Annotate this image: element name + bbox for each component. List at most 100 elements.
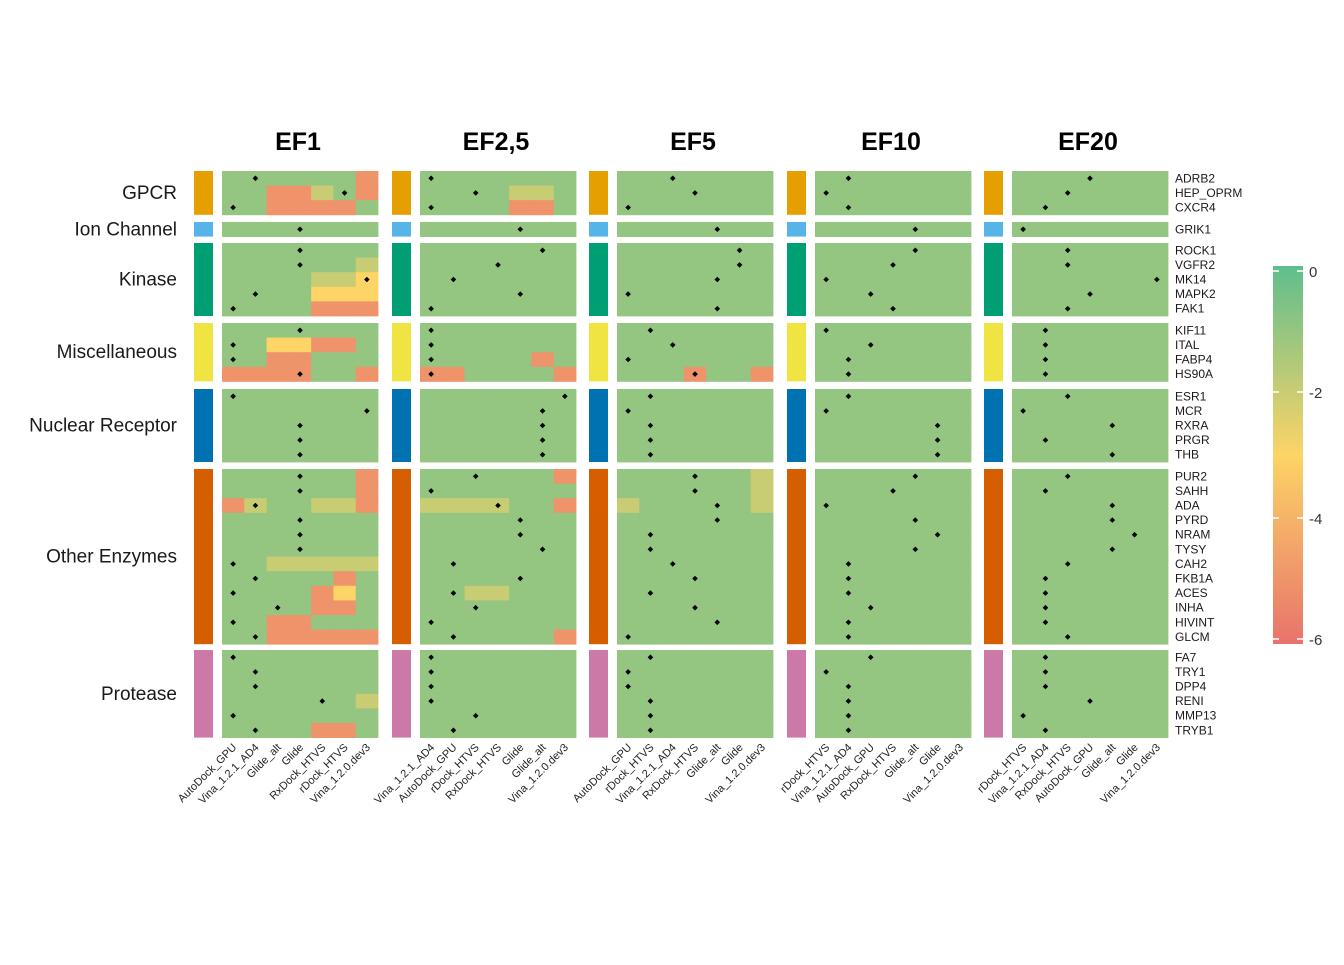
heat-cell <box>617 272 640 288</box>
heat-cell <box>464 650 488 665</box>
heat-cell <box>859 629 883 645</box>
heat-cell <box>750 185 774 201</box>
heat-cell <box>1101 301 1124 317</box>
heat-cell <box>881 447 905 463</box>
heat-cell <box>333 571 357 587</box>
heat-cell <box>288 585 312 601</box>
heat-cell <box>288 600 312 616</box>
best-method-marker <box>625 291 631 297</box>
heat-cell <box>904 615 927 630</box>
heat-cell <box>311 664 334 680</box>
heat-cell <box>837 257 860 273</box>
heat-cell <box>617 498 640 514</box>
best-method-marker <box>934 422 941 429</box>
heat-cell <box>926 366 950 382</box>
heat-cell <box>311 571 334 587</box>
best-method-marker <box>1064 247 1071 254</box>
heat-cell <box>1123 600 1147 616</box>
heat-cell <box>222 257 245 273</box>
heat-cell <box>464 301 488 317</box>
heat-cell <box>509 600 532 616</box>
best-method-marker <box>428 175 434 182</box>
best-method-marker <box>714 276 721 283</box>
heat-cell <box>617 257 640 273</box>
heat-cell <box>531 352 555 368</box>
heat-cell <box>661 432 685 448</box>
heat-cell <box>531 301 555 317</box>
heat-cell <box>1012 432 1035 448</box>
best-method-marker <box>428 669 434 675</box>
best-method-marker <box>647 451 654 458</box>
heat-cell <box>948 171 972 186</box>
heat-cell <box>948 600 972 616</box>
category-color-bar <box>787 323 806 382</box>
best-method-marker <box>1109 451 1116 458</box>
best-method-marker <box>714 305 721 312</box>
heat-cell <box>1145 447 1169 463</box>
heat-cell <box>420 389 443 404</box>
heat-cell <box>750 723 774 738</box>
heat-cell <box>486 323 510 338</box>
heat-cell <box>881 542 905 557</box>
heat-cell <box>1056 352 1080 368</box>
heat-cell <box>1123 257 1147 273</box>
heat-cell <box>464 337 488 353</box>
heat-cell <box>617 432 640 448</box>
heat-cell <box>926 600 950 616</box>
heat-cell <box>553 403 577 419</box>
heat-cell <box>1123 650 1147 665</box>
target-label: CXCR4 <box>1175 201 1216 215</box>
heat-cell <box>706 600 729 616</box>
colorbar-tick-label: -2 <box>1309 385 1322 402</box>
category-color-bar <box>787 171 806 215</box>
heat-cell <box>881 200 905 216</box>
heat-cell <box>266 418 290 434</box>
heat-cell <box>1012 498 1035 514</box>
heat-cell <box>948 366 972 382</box>
heat-cell <box>815 200 838 216</box>
best-method-marker <box>297 473 303 480</box>
heat-cell <box>1012 527 1035 543</box>
heat-cell <box>509 664 532 680</box>
heat-cell <box>948 323 972 338</box>
heat-cell <box>442 222 465 237</box>
heat-cell <box>311 352 334 368</box>
heat-cell <box>311 723 334 738</box>
heat-cell <box>728 185 752 201</box>
target-label: ESR1 <box>1175 389 1207 403</box>
heat-cell <box>420 571 443 587</box>
heat-cell <box>683 389 707 404</box>
target-label: ITAL <box>1175 338 1200 352</box>
heat-cell <box>464 286 488 302</box>
heat-cell <box>244 600 267 616</box>
heat-cell <box>728 323 752 338</box>
heat-cell <box>442 447 465 463</box>
heat-cell <box>1145 200 1169 216</box>
heat-cell <box>837 498 860 514</box>
heat-cell <box>728 512 752 528</box>
heat-cell <box>904 286 927 302</box>
heat-cell <box>926 200 950 216</box>
best-method-marker <box>297 488 303 494</box>
heat-cell <box>728 403 752 419</box>
best-method-marker <box>912 473 919 480</box>
best-method-marker <box>692 488 698 494</box>
heat-cell <box>750 527 774 543</box>
heat-cell <box>1145 432 1169 448</box>
heat-cell <box>333 556 357 572</box>
heat-cell <box>355 432 379 448</box>
heat-cell <box>333 600 357 616</box>
heat-cell <box>728 679 752 695</box>
heat-cell <box>881 693 905 709</box>
heat-cell <box>222 272 245 288</box>
heat-cell <box>509 301 532 317</box>
best-method-marker <box>912 226 919 233</box>
best-method-marker <box>1109 546 1116 553</box>
heat-cell <box>617 389 640 404</box>
heat-cell <box>486 615 510 630</box>
heat-cell <box>706 527 729 543</box>
heat-cell <box>222 366 245 382</box>
heat-cell <box>1012 185 1035 201</box>
heat-cell <box>553 571 577 587</box>
best-method-marker <box>428 698 434 704</box>
